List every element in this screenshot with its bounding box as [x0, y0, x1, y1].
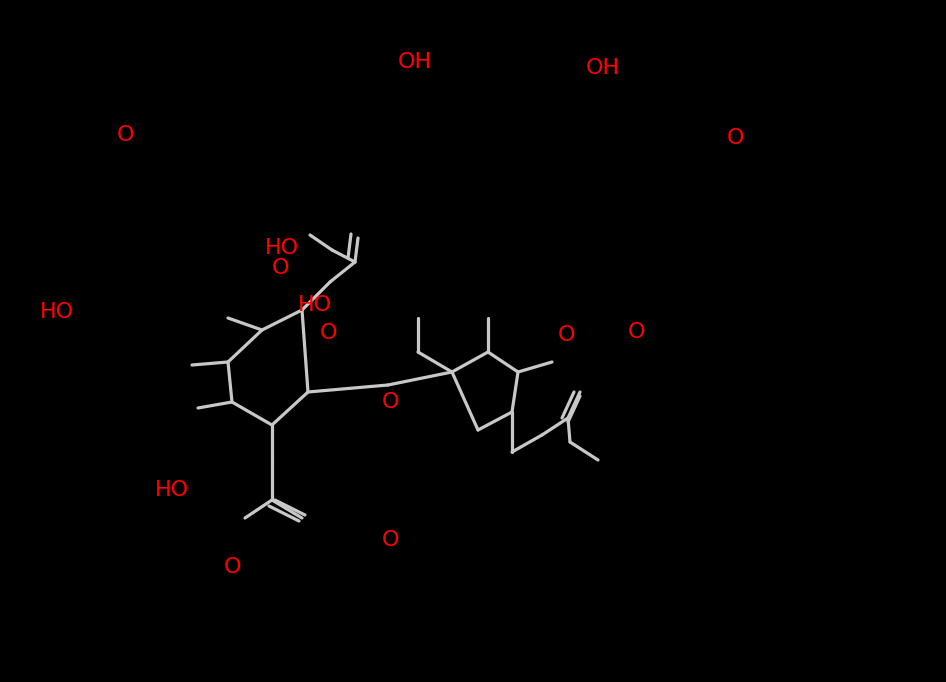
Text: O: O [319, 323, 337, 343]
Text: O: O [557, 325, 575, 345]
Text: O: O [272, 258, 289, 278]
Text: O: O [223, 557, 240, 577]
Text: HO: HO [298, 295, 332, 315]
Text: O: O [116, 125, 133, 145]
Text: O: O [727, 128, 744, 148]
Text: O: O [627, 322, 645, 342]
Text: HO: HO [265, 238, 299, 258]
Text: HO: HO [40, 302, 74, 322]
Text: O: O [381, 530, 399, 550]
Text: OH: OH [586, 58, 620, 78]
Text: OH: OH [398, 52, 432, 72]
Text: HO: HO [155, 480, 189, 500]
Text: O: O [381, 392, 399, 412]
